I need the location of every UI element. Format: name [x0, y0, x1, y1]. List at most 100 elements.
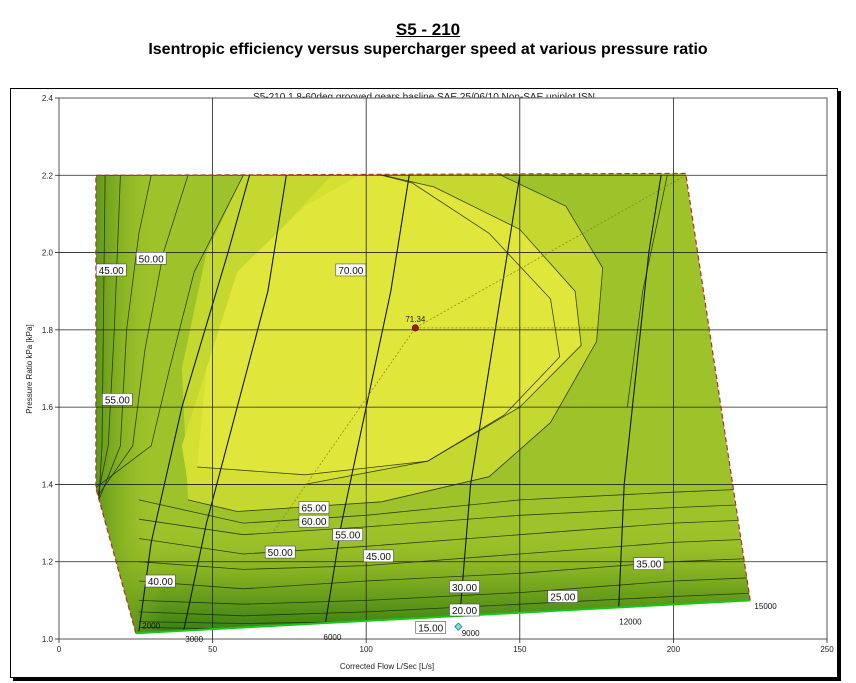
contour-label: 45.00 — [95, 263, 127, 277]
contour-label: 35.00 — [633, 557, 665, 571]
contour-chart: S5-210 1.8-60deg grooved gears basline S… — [25, 92, 834, 671]
chart-subtitle: Isentropic efficiency versus supercharge… — [148, 41, 708, 58]
contour-label-box — [332, 528, 364, 541]
contour-label-box — [449, 603, 480, 617]
contour-label-text: 70.00 — [338, 266, 363, 277]
contour-line — [138, 592, 751, 617]
boundary-line — [95, 172, 751, 634]
contour-label-text: 60.00 — [301, 517, 326, 528]
speed-label: 6000 — [324, 633, 342, 642]
contour-line — [138, 557, 751, 590]
y-tick-label: 1.4 — [42, 480, 54, 489]
x-tick-label: 200 — [667, 645, 681, 654]
speed-label: 15000 — [754, 602, 777, 611]
contour-line — [197, 173, 582, 476]
x-axis-ticks: 0 50 100 150 200 250 — [57, 639, 834, 654]
speed-label: 12000 — [619, 618, 642, 627]
y-axis-ticks: 1.0 1.2 1.4 1.6 1.8 2.0 2.2 2.4 — [42, 94, 59, 644]
y-tick-label: 2.4 — [42, 94, 54, 103]
operating-point-marker — [454, 622, 463, 631]
contour-label-box — [95, 263, 127, 277]
peak-marker — [411, 324, 419, 332]
contour-line — [188, 173, 561, 485]
contour-label-box — [102, 393, 133, 406]
contour-label: 20.00 — [449, 603, 480, 617]
y-tick-label: 2.0 — [42, 249, 54, 258]
contour-label: 30.00 — [449, 580, 480, 594]
peak-marker-group: 71.34 — [405, 315, 463, 631]
speed-label: 9000 — [462, 629, 480, 638]
contour-line — [626, 175, 668, 408]
contour-label-box — [298, 514, 330, 528]
contour-label-box — [449, 580, 480, 594]
contour-label: 70.00 — [335, 263, 367, 277]
y-tick-label: 1.2 — [42, 558, 54, 567]
contour-label-text: 55.00 — [105, 395, 130, 406]
contour-label-text: 30.00 — [452, 583, 477, 594]
y-axis-label: Pressure Ratio kPa [kPa] — [25, 324, 34, 413]
contour-labels: 15.00 20.00 25.00 30.00 35.00 40.00 45.00 45.00… — [95, 252, 665, 634]
contour-line — [95, 175, 189, 508]
contour-label-box — [335, 263, 367, 277]
contour-line — [138, 487, 751, 524]
contour-label-text: 45.00 — [366, 552, 391, 563]
x-tick-label: 100 — [360, 645, 374, 654]
chart-title: S5 - 210 — [395, 20, 461, 39]
contour-line — [138, 538, 751, 570]
contour-label-box — [145, 574, 176, 588]
y-tick-label: 1.6 — [42, 403, 54, 412]
envelope-boundary — [95, 172, 751, 635]
contour-label: 40.00 — [145, 574, 176, 588]
contour-label-box — [298, 501, 330, 514]
boundary-bottom-line — [135, 599, 751, 635]
contour-label: 55.00 — [102, 393, 133, 406]
contour-label-text: 50.00 — [268, 548, 293, 559]
chart-frame: S5-210 1.8-60deg grooved gears basline S… — [10, 88, 838, 678]
contour-label-text: 55.00 — [335, 531, 360, 542]
contour-label-box — [363, 549, 394, 563]
contour-label-text: 20.00 — [452, 606, 477, 617]
speed-label: 2000 — [142, 621, 160, 630]
contour-label-text: 50.00 — [139, 254, 164, 265]
contour-label: 25.00 — [547, 590, 579, 603]
contour-label: 45.00 — [363, 549, 394, 563]
speed-line — [617, 175, 662, 622]
efficiency-surface — [95, 173, 751, 634]
contour-label: 60.00 — [298, 514, 330, 528]
contour-label-text: 45.00 — [99, 266, 124, 277]
contour-label-box — [415, 621, 446, 634]
contour-label-text: 65.00 — [301, 504, 326, 515]
speed-labels: 2000 3000 6000 9000 12000 15000 — [142, 602, 777, 644]
contour-line — [138, 503, 751, 536]
contour-label-box — [633, 557, 665, 570]
contour-label-box — [264, 545, 296, 559]
contour-line — [95, 175, 244, 493]
contour-label-text: 40.00 — [148, 577, 173, 588]
contour-line — [138, 518, 751, 555]
contour-line — [187, 173, 604, 512]
contour-label: 65.00 — [298, 501, 330, 515]
contour-label-text: 35.00 — [636, 560, 661, 571]
contour-label: 50.00 — [135, 252, 167, 265]
speed-label: 3000 — [185, 635, 203, 644]
peak-label: 71.34 — [405, 315, 426, 324]
contour-label-box — [547, 590, 579, 603]
contour-label-text: 15.00 — [418, 623, 443, 634]
chart-heading: S5 - 210 Isentropic efficiency versus su… — [0, 20, 856, 60]
contour-line — [138, 576, 751, 605]
contour-label: 55.00 — [332, 528, 364, 542]
contour-label: 50.00 — [264, 545, 296, 559]
contour-label: 15.00 — [415, 621, 446, 634]
y-tick-label: 2.2 — [42, 171, 54, 180]
x-tick-label: 0 — [57, 645, 62, 654]
x-tick-label: 250 — [820, 645, 834, 654]
contour-label-box — [135, 252, 167, 265]
x-tick-label: 50 — [208, 645, 217, 654]
y-tick-label: 1.0 — [42, 635, 54, 644]
contour-label-text: 25.00 — [550, 592, 575, 603]
x-tick-label: 150 — [513, 645, 527, 654]
speed-line — [457, 175, 521, 634]
x-axis-label: Corrected Flow L/Sec [L/s] — [340, 662, 434, 671]
y-tick-label: 1.8 — [42, 326, 54, 335]
band-71 — [197, 173, 582, 475]
